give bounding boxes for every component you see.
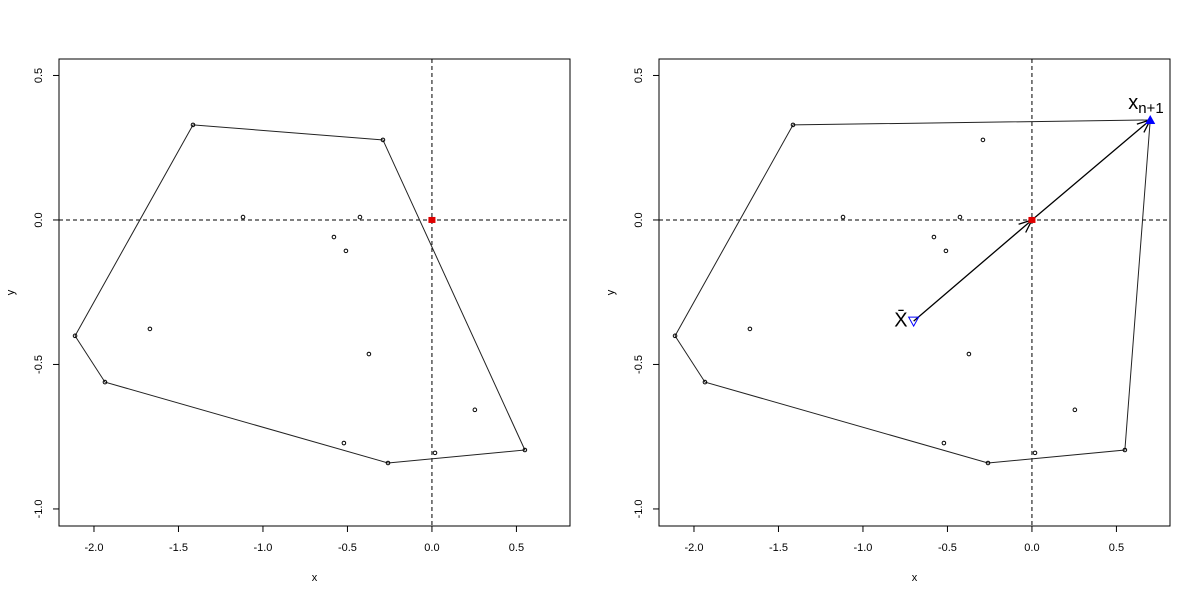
point xyxy=(941,440,947,446)
point xyxy=(1145,114,1156,124)
y-tick-label: 0.0 xyxy=(633,212,645,227)
point xyxy=(385,460,391,466)
point xyxy=(472,407,478,413)
point xyxy=(72,333,78,339)
point xyxy=(980,137,986,143)
y-axis-label: y xyxy=(5,289,17,295)
point xyxy=(432,450,438,456)
x-tick-label: -1.0 xyxy=(253,542,272,554)
point xyxy=(240,214,246,220)
point xyxy=(907,316,920,328)
x-tick-label: 0.5 xyxy=(509,542,524,554)
x-axis-label: x xyxy=(312,572,318,584)
point xyxy=(331,234,337,240)
plot-frame xyxy=(658,58,1171,527)
x-tick-label: 0.5 xyxy=(1109,542,1124,554)
x-tick-label: -2.0 xyxy=(684,542,703,554)
point xyxy=(747,326,753,332)
point xyxy=(1072,407,1078,413)
point xyxy=(147,326,153,332)
point xyxy=(957,214,963,220)
point-label-sub: n+1 xyxy=(1138,100,1163,117)
point xyxy=(1028,216,1036,223)
point xyxy=(341,440,347,446)
x-tick-label: -0.5 xyxy=(338,542,357,554)
point xyxy=(190,122,196,128)
x-tick-label: 0.0 xyxy=(424,542,439,554)
arrow xyxy=(1031,118,1152,221)
point xyxy=(366,351,372,357)
y-tick-label: 0.0 xyxy=(33,212,45,227)
point xyxy=(380,137,386,143)
point xyxy=(966,351,972,357)
point xyxy=(428,216,436,223)
point-label: X̄ xyxy=(894,308,907,331)
plot-frame xyxy=(58,58,571,527)
arrow xyxy=(913,218,1034,322)
point xyxy=(943,248,949,254)
point xyxy=(1122,447,1128,453)
point-label-main: x xyxy=(1128,92,1138,114)
y-tick-label: -1.0 xyxy=(633,499,645,518)
point xyxy=(702,379,708,385)
x-tick-label: -1.5 xyxy=(169,542,188,554)
point xyxy=(357,214,363,220)
y-tick-label: -0.5 xyxy=(33,355,45,374)
x-tick-label: -0.5 xyxy=(938,542,957,554)
point xyxy=(985,460,991,466)
point xyxy=(102,379,108,385)
point xyxy=(790,122,796,128)
hull xyxy=(74,124,526,464)
x-tick-label: -1.0 xyxy=(853,542,872,554)
point xyxy=(840,214,846,220)
y-tick-label: 0.5 xyxy=(633,68,645,83)
y-tick-label: -0.5 xyxy=(633,355,645,374)
x-axis-label: x xyxy=(912,572,918,584)
y-tick-label: 0.5 xyxy=(33,68,45,83)
y-axis-label: y xyxy=(605,289,617,295)
point-label: xn+1 xyxy=(1128,92,1163,117)
hull xyxy=(674,119,1151,464)
point xyxy=(931,234,937,240)
x-tick-label: -2.0 xyxy=(84,542,103,554)
x-tick-label: 0.0 xyxy=(1024,542,1039,554)
point xyxy=(522,447,528,453)
y-tick-label: -1.0 xyxy=(33,499,45,518)
point xyxy=(343,248,349,254)
point xyxy=(672,333,678,339)
point xyxy=(1032,450,1038,456)
x-tick-label: -1.5 xyxy=(769,542,788,554)
